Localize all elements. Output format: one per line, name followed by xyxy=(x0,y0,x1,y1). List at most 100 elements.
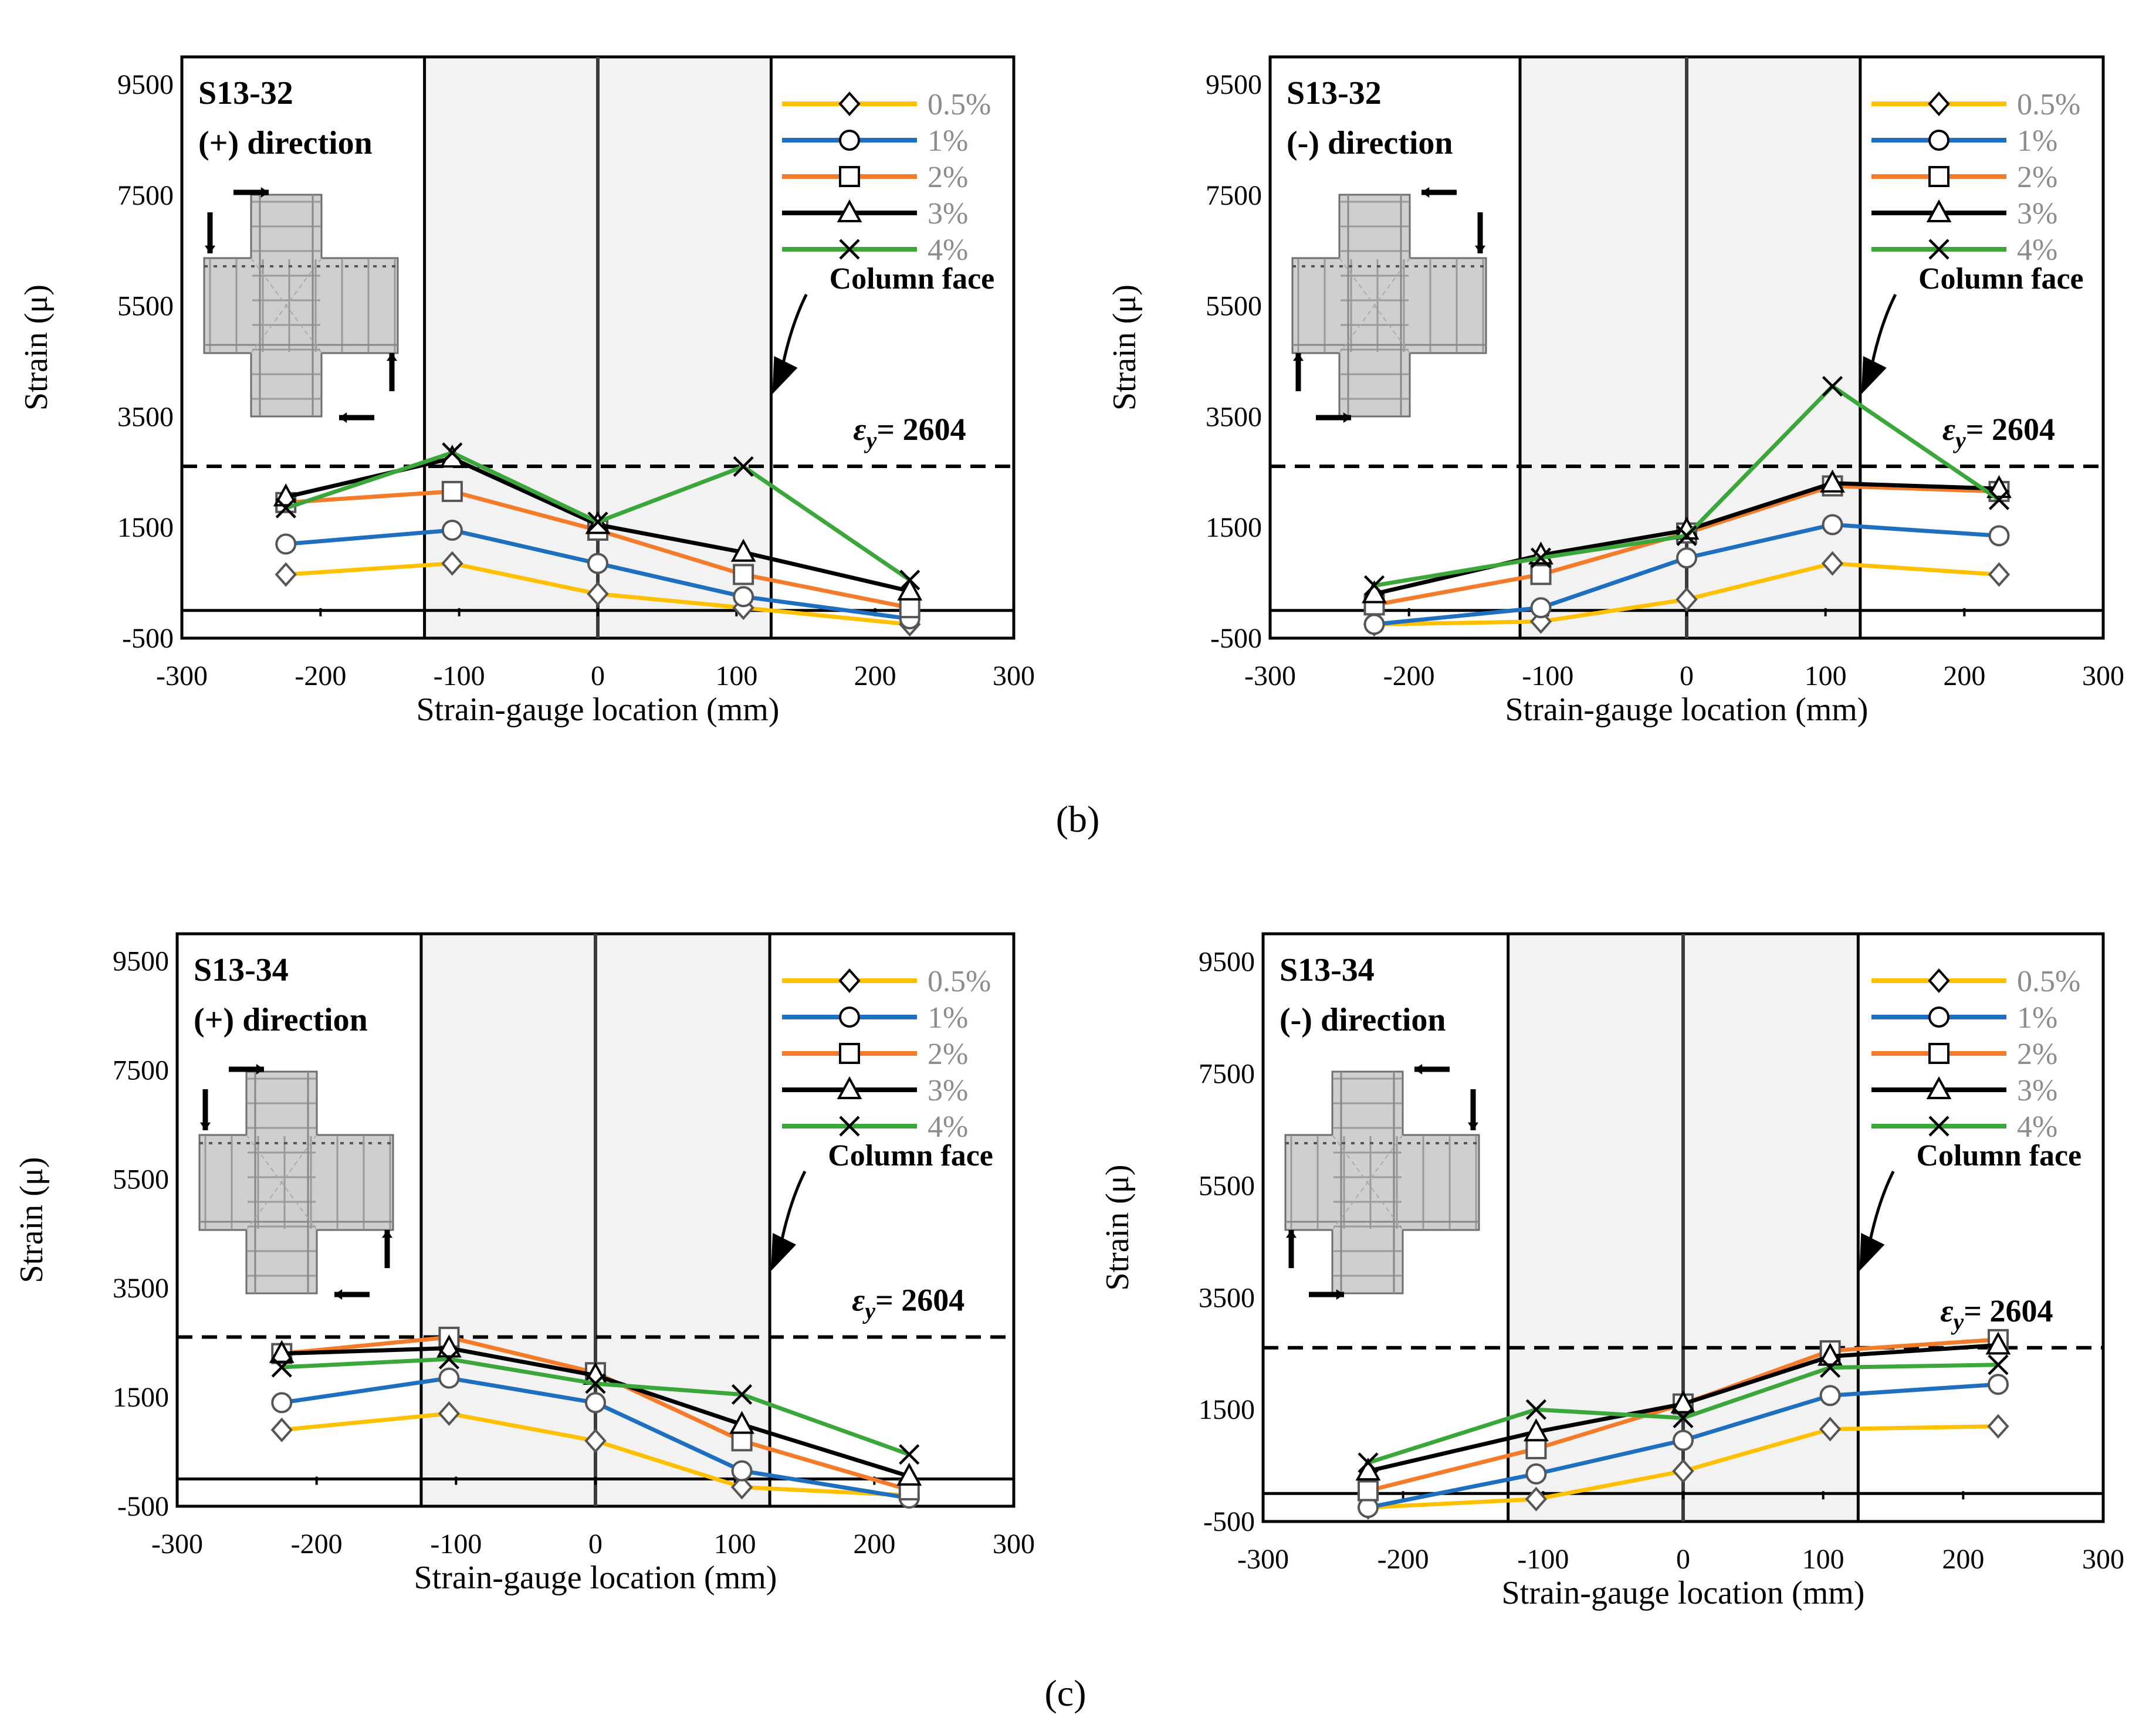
legend-label: 4% xyxy=(2017,1110,2057,1144)
data-point xyxy=(1985,1331,2011,1355)
data-point xyxy=(1988,562,2011,587)
column-face-label: Column face xyxy=(1918,262,2084,296)
data-point xyxy=(1988,525,2010,547)
data-point xyxy=(1525,1486,1548,1512)
legend-marker xyxy=(1928,166,1949,187)
y-tick-label: 1500 xyxy=(113,1382,169,1413)
data-point xyxy=(1988,489,2010,510)
legend-marker xyxy=(839,166,860,187)
y-tick-label: -500 xyxy=(117,1491,169,1522)
data-point xyxy=(1673,1429,1694,1451)
data-point xyxy=(584,1428,607,1453)
legend-marker xyxy=(1928,1116,1949,1137)
y-tick-label: 9500 xyxy=(1199,947,1255,978)
series-1% xyxy=(275,519,920,629)
data-point xyxy=(1988,1354,2009,1375)
chart-title: S13-34 xyxy=(194,952,289,988)
data-point xyxy=(271,1392,293,1414)
data-point xyxy=(587,581,609,606)
y-tick-label: 1500 xyxy=(117,512,174,543)
x-axis-title: Strain-gauge location (mm) xyxy=(1502,1575,1865,1611)
data-point xyxy=(441,551,463,576)
y-tick-label: 7500 xyxy=(117,180,174,211)
data-point xyxy=(1670,1390,1696,1414)
chart-b-right: -500 1500 3500 5500 7500 9500 -300 -200 -100 0 100… xyxy=(1106,55,2124,728)
legend-marker xyxy=(839,1043,860,1064)
data-point xyxy=(731,1384,753,1405)
y-tick-label: 1500 xyxy=(1206,512,1262,543)
data-point xyxy=(1530,547,1552,568)
x-axis-title: Strain-gauge location (mm) xyxy=(1505,692,1869,728)
joint-diagonal xyxy=(1339,257,1410,354)
column-face-label: Column face xyxy=(1917,1139,2082,1173)
data-point xyxy=(441,519,463,541)
x-tick-label: 100 xyxy=(1805,660,1847,692)
load-arrow-head xyxy=(1474,245,1486,253)
y-tick-label: 5500 xyxy=(1206,291,1262,322)
legend-marker xyxy=(1926,199,1952,222)
load-arrow-head xyxy=(1336,1289,1344,1300)
panel-label-b: (b) xyxy=(1056,798,1100,840)
series-4% xyxy=(1358,1354,2009,1473)
legend-label: 2% xyxy=(2017,161,2057,194)
y-tick-label: -500 xyxy=(1203,1506,1255,1537)
legend-marker xyxy=(1928,130,1949,151)
legend-label: 3% xyxy=(2017,1074,2057,1107)
data-point xyxy=(1363,575,1385,596)
column-face-arrow xyxy=(1868,1170,1895,1242)
x-axis-title: Strain-gauge location (mm) xyxy=(417,692,780,728)
data-point xyxy=(1820,469,1845,493)
load-arrow-head xyxy=(381,1230,393,1238)
joint-schematic xyxy=(198,1063,394,1300)
x-tick-label: -300 xyxy=(1237,1544,1289,1575)
legend-label: 0.5% xyxy=(2017,965,2080,998)
data-point xyxy=(275,562,297,587)
legend-label: 3% xyxy=(928,1074,968,1107)
y-tick-label: 3500 xyxy=(1199,1282,1255,1313)
load-arrow-head xyxy=(1343,412,1351,423)
data-point xyxy=(1817,1343,1843,1366)
chart-subtitle: (-) direction xyxy=(1280,1002,1446,1038)
x-tick-label: 200 xyxy=(854,660,896,692)
data-point xyxy=(1676,547,1697,569)
load-arrow-head xyxy=(334,1289,343,1300)
joint-schematic xyxy=(203,187,399,423)
x-tick-label: -100 xyxy=(434,660,485,692)
y-tick-label: 9500 xyxy=(113,946,169,977)
load-arrow-head xyxy=(386,353,398,361)
data-point xyxy=(899,570,920,591)
x-tick-label: 100 xyxy=(1802,1544,1844,1575)
data-point xyxy=(1358,1480,1379,1502)
legend-marker xyxy=(1928,1007,1949,1028)
data-point xyxy=(436,1334,462,1358)
x-tick-label: 300 xyxy=(993,660,1035,692)
load-arrow-head xyxy=(1467,1122,1479,1130)
load-arrow-head xyxy=(260,187,269,198)
series-4% xyxy=(271,1348,920,1465)
y-tick-label: 5500 xyxy=(1199,1170,1255,1201)
x-tick-label: 100 xyxy=(714,1529,756,1560)
data-point xyxy=(438,1348,460,1370)
joint-schematic xyxy=(1284,1063,1480,1300)
legend-label: 0.5% xyxy=(928,965,991,998)
data-point xyxy=(1820,1357,1841,1378)
y-tick-label: 5500 xyxy=(113,1164,169,1195)
x-tick-label: -300 xyxy=(156,660,208,692)
y-tick-label: 5500 xyxy=(117,291,174,322)
data-point xyxy=(1821,551,1844,576)
load-arrow-head xyxy=(199,1122,211,1130)
data-point xyxy=(1676,525,1697,546)
data-point xyxy=(733,586,754,608)
yield-label: εy= 2604 xyxy=(852,1282,964,1324)
y-tick-label: 7500 xyxy=(1206,180,1262,211)
legend-marker xyxy=(839,1116,860,1137)
x-tick-label: -300 xyxy=(1244,660,1296,692)
data-point xyxy=(1525,1463,1547,1485)
data-point xyxy=(587,553,608,574)
data-point xyxy=(1819,1417,1842,1442)
y-axis-title: Strain (μ) xyxy=(1106,284,1143,411)
x-tick-label: -200 xyxy=(295,660,346,692)
data-point xyxy=(1530,564,1552,585)
y-tick-label: -500 xyxy=(122,623,174,654)
legend-label: 0.5% xyxy=(928,88,991,121)
